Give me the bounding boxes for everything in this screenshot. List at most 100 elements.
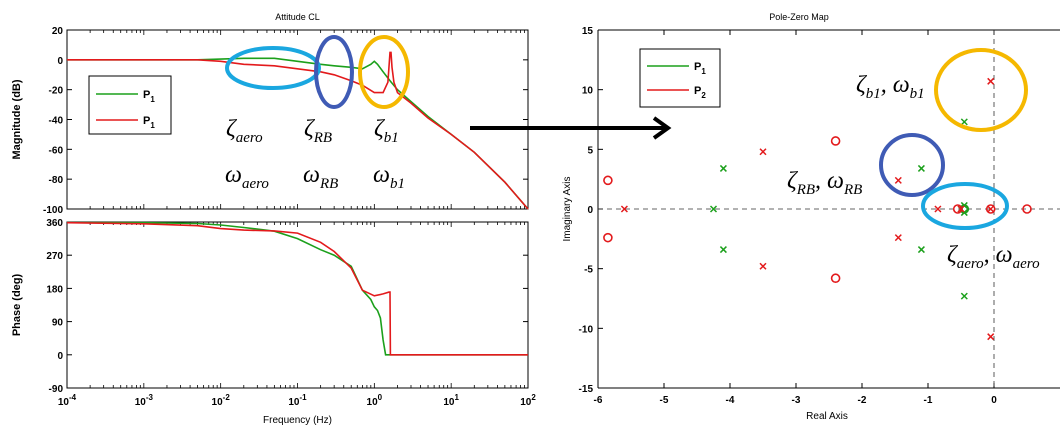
chart-title-attitude-cl: Attitude CL [275,12,320,22]
legend-subscript: 1 [150,121,155,130]
pole-marker-green [917,246,925,254]
zero-marker-red [985,204,996,214]
symbol: ω [225,162,242,188]
pole-stroke [987,205,995,213]
tick-exponent: -3 [146,393,154,402]
highlight-ellipse-aero [225,46,321,90]
y-tick-label: -5 [584,265,593,276]
tick-base: 10 [212,397,224,408]
legend-subscript: 1 [150,95,155,104]
magnitude-x-ticks [66,30,529,209]
legend-label: P1 [694,61,706,76]
symbol: , ω [984,242,1013,268]
pole-marker-green [917,164,925,172]
x-tick-label: 102 [520,393,536,408]
x-tick-label: -6 [594,395,603,406]
symbol-subscript: RB [319,176,338,192]
series-line-green-mag [67,57,529,210]
pole-marker-red [987,77,995,85]
pole-stroke [934,205,942,213]
tick-exponent: 2 [531,393,536,402]
y-tick-label: -10 [579,324,594,335]
pole-marker-red [620,205,628,213]
y-tick-label: -100 [43,205,63,216]
annotation-omega-aero: ωaero [225,162,269,192]
symbol-subscript: aero [957,256,984,272]
pole-marker-green [719,164,727,172]
symbol: , ω [815,168,844,194]
legend-letter: P [694,61,701,73]
symbol-subscript: aero [242,176,269,192]
y-tick-label: -15 [579,384,594,395]
annotation-zeta-rb: ζRB [304,116,332,146]
symbol-subscript: b1 [910,86,925,102]
legend-label: P1 [143,89,155,104]
y-tick-label: 10 [582,86,594,97]
legend-letter: P [143,89,150,101]
zero-marker-red [603,232,613,243]
y-tick-label: 180 [46,284,63,295]
symbol-subscript: aero [1013,256,1040,272]
annotation-zeta-omega-b1: ζb1, ωb1 [856,72,925,102]
symbol: ζ [947,242,959,268]
pole-stroke [917,164,925,172]
x-tick-label: 10-2 [212,393,231,408]
tick-base: 10 [135,397,147,408]
legend-label: P1 [143,115,155,130]
x-axis-label-frequency: Frequency (Hz) [263,415,332,426]
legend-box [639,48,721,108]
pole-marker-red [759,262,767,270]
tick-base: 10 [288,397,300,408]
tick-exponent: -2 [223,393,231,402]
tick-base: 10 [367,397,379,408]
pole-stroke [987,77,995,85]
phase-x-ticks [66,222,529,388]
symbol-subscript: b1 [390,176,405,192]
symbol-subscript: RB [843,182,862,198]
zero-marker-red [952,204,963,214]
y-tick-label: 20 [52,26,64,37]
y-tick-label: 270 [46,251,63,262]
symbol-subscript: b1 [384,130,399,146]
symbol: , ω [881,72,910,98]
pole-stroke [759,148,767,156]
tick-exponent: -4 [69,393,77,402]
annotation-zeta-b1: ζb1 [374,116,399,146]
x-tick-label: -5 [660,395,669,406]
symbol: ω [373,162,390,188]
annotation-omega-rb: ωRB [303,162,338,192]
pole-marker-red [934,205,942,213]
series-line-green-phase [67,221,528,356]
y-tick-label: 5 [587,145,593,156]
tick-base: 10 [58,397,70,408]
highlight-ellipse-b1 [358,35,410,109]
tick-exponent: -1 [300,393,308,402]
y-tick-label: 0 [57,351,63,362]
pole-stroke [709,205,718,213]
pole-stroke [620,205,628,213]
annotation-zeta-omega-rb: ζRB, ωRB [787,168,862,198]
tick-exponent: 0 [378,393,383,402]
symbol: ζ [856,72,868,98]
annotation-zeta-aero: ζaero [226,116,263,146]
symbol-subscript: RB [796,182,815,198]
tick-exponent: 1 [455,393,460,402]
legend-letter: P [694,85,701,97]
zero-marker-red [830,136,841,146]
y-axis-label-phase: Phase (deg) [11,273,23,336]
zero-marker-red [1022,204,1032,214]
pole-marker-red [759,148,767,156]
y-tick-label: 90 [52,318,64,329]
x-tick-label: -4 [726,395,735,406]
zero-marker-red [830,273,841,284]
x-tick-label: -3 [792,395,801,406]
arrow-head [652,116,672,140]
series-line-red-phase [66,221,528,356]
annotation-omega-b1: ωb1 [373,162,405,192]
chart-title-pole-zero-map: Pole-Zero Map [769,12,829,22]
pole-marker-green [960,292,968,300]
y-tick-label: -80 [49,175,64,186]
pole-stroke [960,118,968,126]
y-tick-label: 0 [587,205,593,216]
